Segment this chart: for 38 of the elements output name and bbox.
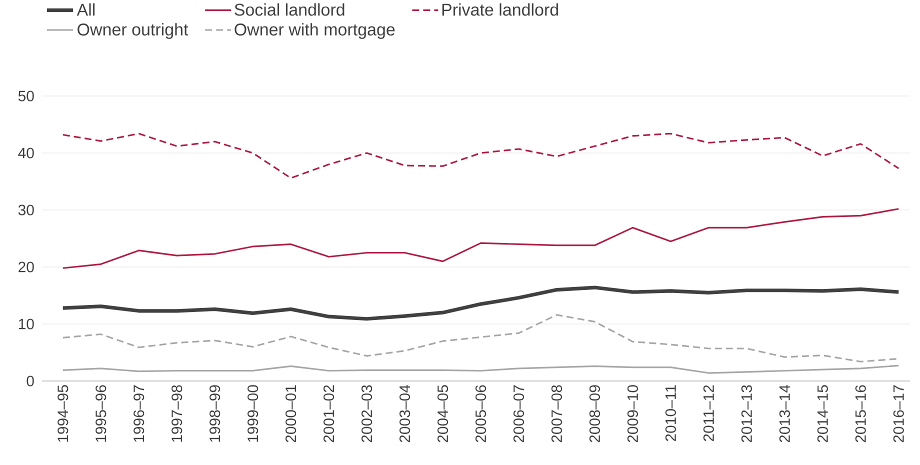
line-series [62, 208, 900, 269]
line-series [61, 286, 900, 321]
x-tick-label: 1999–00 [248, 385, 258, 442]
x-tick-label: 2013–14 [779, 384, 790, 442]
x-tick-label: 2010–11 [665, 385, 676, 442]
x-tick-label: 1995–96 [96, 385, 106, 442]
y-tick-label: 20 [18, 262, 34, 272]
legend-label: Owner outright [78, 23, 188, 39]
x-tick-label: 2004–05 [437, 385, 448, 442]
x-tick-label: 2011–12 [703, 385, 714, 442]
x-tick-label: 1997–98 [172, 385, 182, 442]
x-tick-label: 1996–97 [134, 385, 144, 442]
y-tick-label: 10 [18, 318, 34, 330]
x-tick-label: 1998–99 [210, 385, 220, 442]
legend-label: Social landlord [234, 3, 344, 16]
x-tick-label: 2007–08 [551, 385, 562, 442]
line-series [62, 132, 900, 179]
x-tick-label: 2008–09 [589, 385, 600, 442]
x-tick-label: 2003–04 [399, 384, 410, 442]
y-tick-label: 50 [18, 90, 34, 102]
x-tick-label: 2012–13 [741, 385, 752, 442]
x-tick-label: 2002–03 [361, 385, 372, 442]
x-tick-label: 2015–16 [855, 385, 866, 442]
x-tick-label: 2001–02 [324, 385, 334, 442]
x-tick-label: 2000–01 [286, 385, 296, 442]
x-tick-label: 2014–15 [817, 385, 828, 442]
legend-label: Private landlord [442, 3, 558, 16]
x-tick-label: 2009–10 [627, 385, 638, 442]
legend-label: Owner with mortgage [234, 23, 395, 39]
line-series [62, 314, 900, 362]
x-tick-label: 2006–07 [513, 385, 524, 442]
y-tick-label: 0 [26, 376, 34, 386]
y-tick-label: 30 [18, 204, 34, 216]
x-tick-label: 2016–17 [893, 385, 904, 442]
legend-label: All [76, 3, 95, 16]
x-tick-label: 1994–95 [58, 385, 68, 442]
y-tick-label: 40 [18, 148, 34, 158]
x-tick-label: 2005–06 [475, 385, 486, 442]
